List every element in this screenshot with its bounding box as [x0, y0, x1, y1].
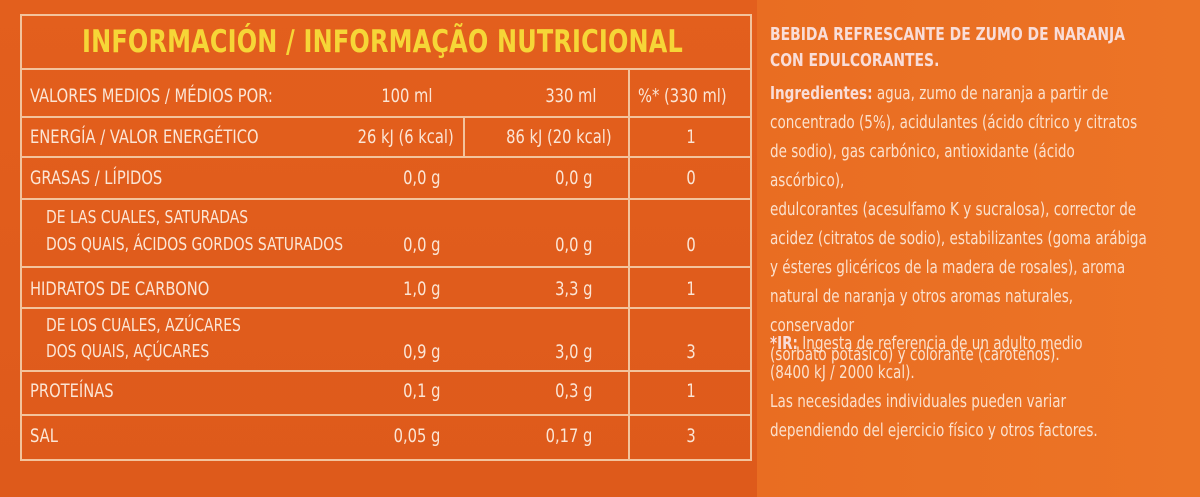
energy-percent: 1 [686, 126, 696, 148]
row-label-carbohydrates: HIDRATOS DE CARBONO [30, 278, 210, 300]
salt-330ml: 0,17 g [545, 425, 592, 447]
row-divider [20, 370, 752, 372]
protein-330ml: 0,3 g [554, 380, 592, 402]
header-330ml: 330 ml [544, 85, 596, 107]
energy-100ml: 26 kJ (6 kcal) [357, 126, 454, 148]
fats-330ml: 0,0 g [554, 167, 592, 189]
sugars-percent: 3 [686, 341, 696, 363]
row-label-fats: GRASAS / LÍPIDOS [30, 167, 163, 189]
header-percent: %* (330 ml) [638, 85, 727, 107]
ingredients-line: y ésteres glicéricos de la madera de ros… [770, 258, 1126, 278]
ingredients-line: natural de naranja y otros aromas natura… [770, 287, 1074, 336]
sugars-330ml: 3,0 g [554, 341, 592, 363]
product-description: BEBIDA REFRESCANTE DE ZUMO DE NARANJA CO… [770, 22, 1190, 74]
column-divider [628, 70, 630, 461]
row-label-saturated-es: DE LAS CUALES, SATURADAS [46, 207, 249, 228]
nutrition-title-bar: INFORMACIÓN / INFORMAÇÃO NUTRICIONAL [20, 14, 752, 70]
row-divider [20, 198, 752, 200]
product-name: BEBIDA REFRESCANTE DE ZUMO DE NARANJA CO… [770, 22, 1183, 74]
carbohydrates-100ml: 1,0 g [402, 278, 440, 300]
ingredients-label: Ingredientes: [770, 84, 873, 104]
nutrition-table [20, 14, 752, 461]
header-label: VALORES MEDIOS / MÉDIOS POR: [30, 85, 273, 107]
reference-line: dependiendo del ejercicio físico y otros… [770, 421, 1098, 441]
row-label-protein: PROTEÍNAS [30, 380, 114, 402]
nutrition-title: INFORMACIÓN / INFORMAÇÃO NUTRICIONAL [82, 24, 683, 60]
ingredients-line: edulcorantes (acesulfamo K y sucralosa),… [770, 200, 1137, 220]
row-divider [20, 156, 752, 158]
reference-line: (8400 kJ / 2000 kcal). [770, 363, 915, 383]
fats-100ml: 0,0 g [402, 167, 440, 189]
row-divider [20, 266, 752, 268]
ingredients-line: de sodio), gas carbónico, antioxidante (… [770, 142, 1075, 191]
ingredients-line: concentrado (5%), acidulantes (ácido cít… [770, 113, 1138, 133]
header-100ml: 100 ml [380, 85, 432, 107]
ingredients-line: (sorbato potásico) y colorante (caroteno… [770, 345, 1060, 365]
product-name-line2: CON EDULCORANTES. [770, 50, 940, 71]
ingredients-line: acidez (citratos de sodio), estabilizant… [770, 229, 1147, 249]
fats-percent: 0 [686, 167, 696, 189]
row-label-saturated-pt: DOS QUAIS, ÁCIDOS GORDOS SATURADOS [46, 234, 344, 255]
reference-line: Las necesidades individuales pueden vari… [770, 392, 1067, 412]
carbohydrates-330ml: 3,3 g [554, 278, 592, 300]
reference-label: *IR: [770, 334, 798, 354]
sugars-100ml: 0,9 g [402, 341, 440, 363]
row-label-salt: SAL [30, 425, 58, 447]
salt-percent: 3 [686, 425, 696, 447]
ingredients-panel-background [757, 0, 1200, 497]
protein-percent: 1 [686, 380, 696, 402]
ingredients-block: Ingredientes: agua, zumo de naranja a pa… [770, 80, 1147, 370]
column-divider [463, 116, 465, 156]
protein-100ml: 0,1 g [402, 380, 440, 402]
row-label-energy: ENERGÍA / VALOR ENERGÉTICO [30, 126, 259, 148]
saturated-330ml: 0,0 g [554, 234, 592, 256]
row-divider [20, 414, 752, 416]
carbohydrates-percent: 1 [686, 278, 696, 300]
row-label-sugars-pt: DOS QUAIS, AÇÚCARES [46, 341, 210, 362]
row-divider [20, 116, 752, 118]
energy-330ml: 86 kJ (20 kcal) [506, 126, 612, 148]
saturated-100ml: 0,0 g [402, 234, 440, 256]
reference-line: Ingesta de referencia de un adulto medio [797, 334, 1083, 354]
product-name-line1: BEBIDA REFRESCANTE DE ZUMO DE NARANJA [770, 24, 1126, 45]
saturated-percent: 0 [686, 234, 696, 256]
ingredients-line: agua, zumo de naranja a partir de [872, 84, 1109, 104]
salt-100ml: 0,05 g [393, 425, 440, 447]
row-divider [20, 307, 752, 309]
reference-intake-block: *IR: Ingesta de referencia de un adulto … [770, 330, 1140, 446]
row-label-sugars-es: DE LOS CUALES, AZÚCARES [46, 315, 241, 336]
